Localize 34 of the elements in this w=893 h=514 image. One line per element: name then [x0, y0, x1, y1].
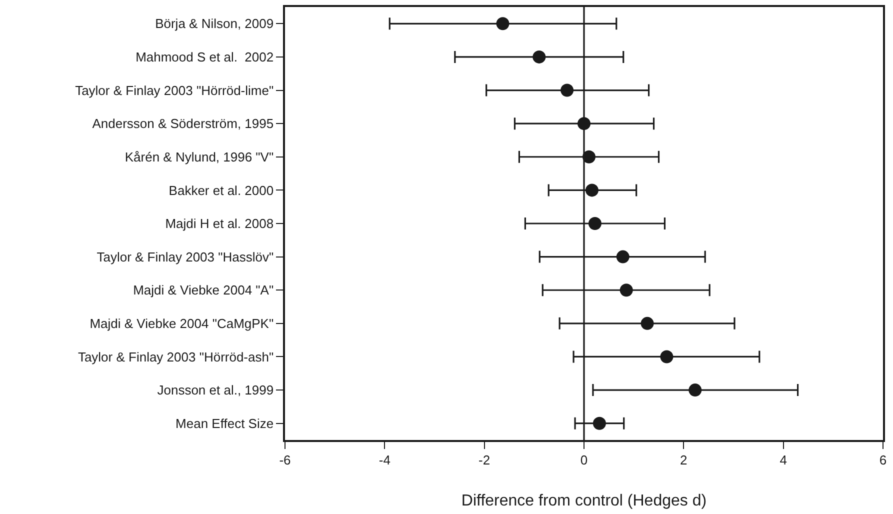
y-tick-label: Taylor & Finlay 2003 "Hasslöv" — [96, 249, 274, 264]
point — [688, 384, 702, 397]
y-tick-label: Majdi & Viebke 2004 "CaMgPK" — [90, 316, 274, 331]
point — [592, 416, 606, 430]
point — [496, 17, 510, 30]
point — [616, 250, 630, 264]
point — [640, 316, 654, 330]
y-tick-label: Börja & Nilson, 2009 — [155, 16, 274, 32]
y-tick-label: Jonsson et al., 1999 — [157, 382, 274, 398]
y-tick-label: Kårén & Nylund, 1996 "V" — [124, 149, 274, 164]
y-tick-label: Majdi H et al. 2008 — [165, 216, 274, 232]
y-tick-label: Mahmood S et al. 2002 — [136, 50, 274, 65]
point — [620, 284, 633, 297]
point — [585, 184, 598, 197]
x-tick-label: 0 — [580, 452, 588, 468]
y-tick-label: Mean Effect Size — [176, 416, 274, 431]
point — [532, 50, 546, 64]
y-tick-label: Taylor & Finlay 2003 "Hörröd-ash" — [78, 349, 274, 364]
y-tick-label: Majdi & Viebke 2004 "A" — [133, 282, 274, 298]
x-tick-label: -2 — [478, 452, 490, 468]
y-tick-label: Bakker et al. 2000 — [168, 182, 274, 198]
point — [560, 84, 574, 97]
y-tick-label: Taylor & Finlay 2003 "Hörröd-lime" — [75, 82, 274, 98]
x-axis-title: Difference from control (Hedges d) — [461, 492, 707, 510]
x-tick-label: -4 — [378, 452, 390, 468]
point — [582, 150, 596, 164]
y-tick-label: Andersson & Söderström, 1995 — [92, 116, 274, 132]
point — [578, 117, 590, 130]
x-tick-label: 6 — [879, 452, 887, 468]
x-tick-label: -6 — [279, 452, 291, 468]
point — [588, 217, 602, 230]
point — [660, 350, 674, 364]
x-tick-label: 4 — [780, 452, 787, 468]
x-tick-label: 2 — [680, 452, 688, 468]
